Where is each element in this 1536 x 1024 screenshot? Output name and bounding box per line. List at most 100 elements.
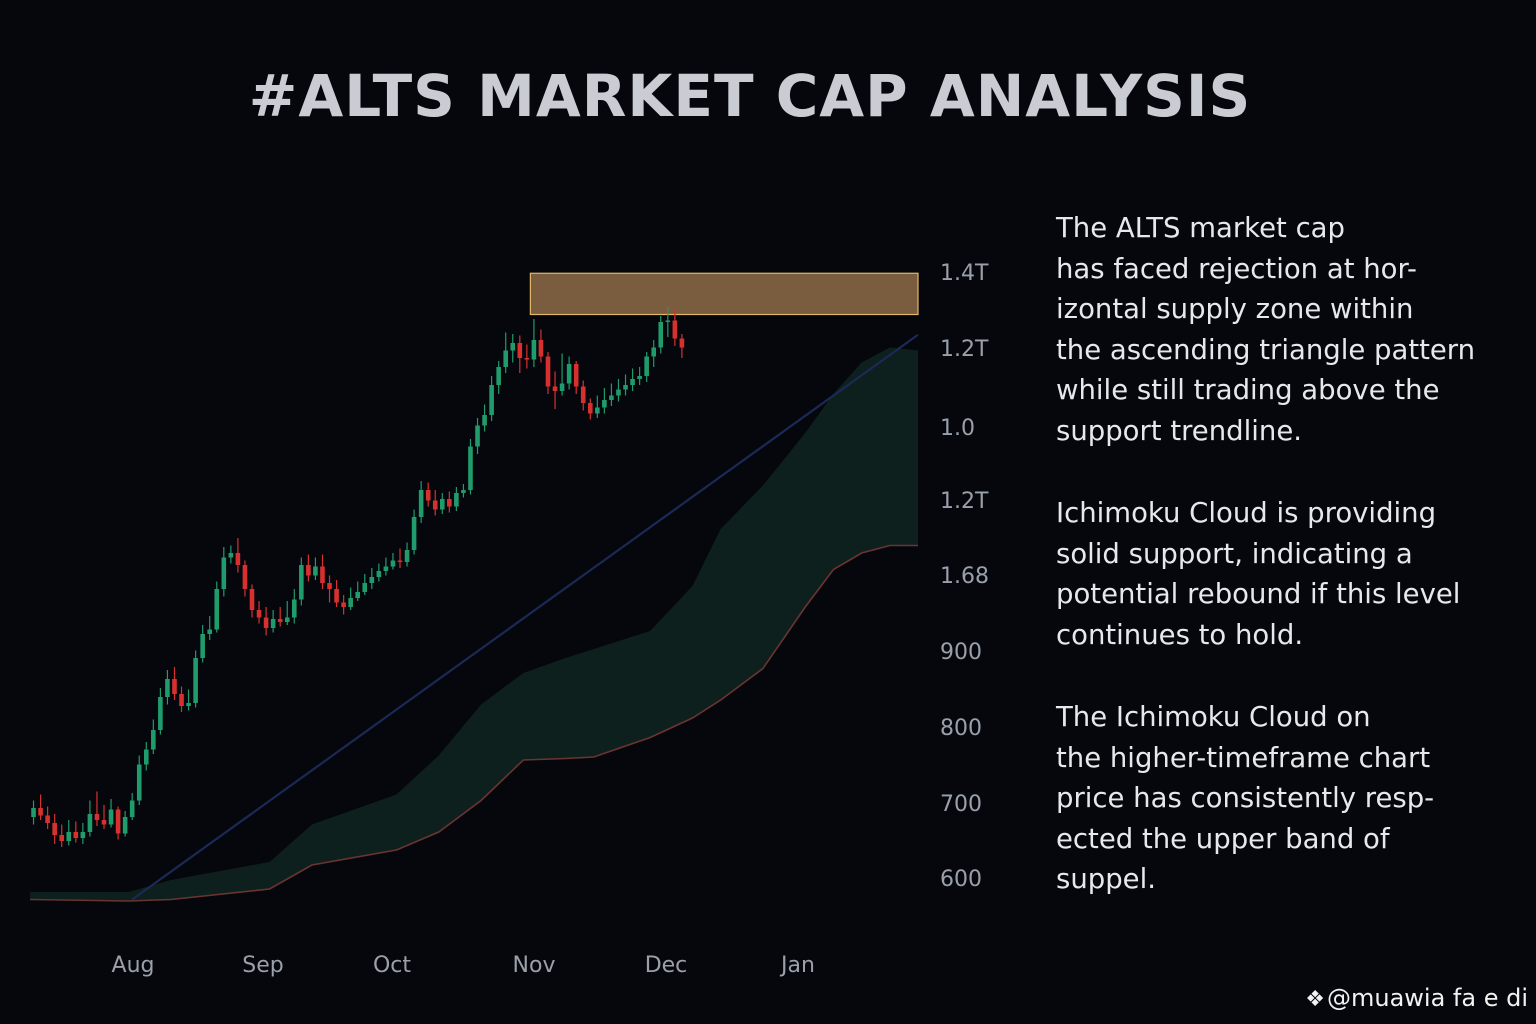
candle xyxy=(80,823,86,844)
candle xyxy=(341,595,346,615)
diamond-logo-icon: ❖ xyxy=(1305,987,1325,1012)
candle xyxy=(376,563,382,582)
candle-body xyxy=(186,703,191,706)
candle-body xyxy=(602,400,607,408)
candle-body xyxy=(355,592,361,598)
x-axis-labels: Aug Sep Oct Nov Dec Jan xyxy=(112,953,815,978)
candle-body xyxy=(172,679,177,694)
candle-body xyxy=(468,446,473,490)
candle xyxy=(291,589,297,624)
candle-body xyxy=(595,407,600,414)
candle-body xyxy=(327,583,332,589)
candle xyxy=(334,580,339,607)
candle-body xyxy=(45,815,50,823)
candle-body xyxy=(165,679,170,697)
candle xyxy=(221,547,227,597)
note-line: the ascending triangle pattern xyxy=(1056,333,1476,366)
candle-body xyxy=(334,589,339,603)
candle xyxy=(461,484,466,498)
candle-body xyxy=(376,571,382,577)
candle xyxy=(587,398,593,420)
candle-body xyxy=(672,320,678,339)
note-line: Ichimoku Cloud is providing xyxy=(1056,497,1437,529)
candle-body xyxy=(545,356,551,387)
candle xyxy=(616,379,621,402)
candle-body xyxy=(559,383,565,391)
note-paragraph-3: The Ichimoku Cloud on the higher-timefra… xyxy=(1056,697,1526,900)
candle-body xyxy=(200,634,205,658)
note-line: while still trading above the xyxy=(1056,374,1440,406)
candle xyxy=(277,607,283,627)
note-paragraph-2: Ichimoku Cloud is providing solid suppor… xyxy=(1056,493,1526,655)
y-axis-labels: 1.4T 1.2T 1.0 1.2T 1.68 900 800 700 600 xyxy=(940,261,989,892)
candle-body xyxy=(644,356,649,376)
note-line: continues to hold. xyxy=(1056,618,1304,651)
y-tick-label: 900 xyxy=(940,640,982,665)
candle-body xyxy=(447,499,452,507)
candle xyxy=(595,395,600,418)
note-line: izontal supply zone within xyxy=(1056,293,1414,325)
watermark-text: @muawia fa e di xyxy=(1326,984,1528,1012)
candle-body xyxy=(439,499,445,510)
candle-body xyxy=(263,617,269,628)
note-line: The ALTS market cap xyxy=(1056,212,1345,244)
candle xyxy=(468,439,473,495)
candle xyxy=(630,368,635,391)
candle xyxy=(87,800,93,837)
candle xyxy=(475,418,480,454)
candle xyxy=(447,491,452,513)
candle-body xyxy=(270,619,276,628)
candle-body xyxy=(101,820,107,825)
trendline-layer xyxy=(131,333,919,901)
candle-body xyxy=(397,560,403,562)
note-line: The Ichimoku Cloud on xyxy=(1056,701,1371,733)
x-tick-label: Oct xyxy=(373,953,411,978)
candle xyxy=(327,575,332,603)
candle xyxy=(228,545,234,564)
candle xyxy=(566,356,572,390)
candle-body xyxy=(475,425,480,447)
candle xyxy=(129,793,135,820)
candle xyxy=(179,686,184,712)
candle xyxy=(151,719,156,754)
x-tick-label: Aug xyxy=(112,953,155,978)
candle-body xyxy=(489,385,494,415)
candle xyxy=(45,806,50,829)
note-paragraph-1: The ALTS market cap has faced rejection … xyxy=(1056,208,1526,451)
candle xyxy=(284,601,290,625)
note-line: potential rebound if this level xyxy=(1056,578,1461,610)
candle xyxy=(545,352,551,394)
y-tick-label: 1.0 xyxy=(940,416,975,441)
candle-body xyxy=(158,697,163,730)
candle-body xyxy=(66,832,72,841)
candle-body xyxy=(73,832,79,838)
candle xyxy=(263,607,269,636)
candle-body xyxy=(306,565,311,576)
candle xyxy=(679,334,685,358)
candle xyxy=(418,481,424,523)
candle-body xyxy=(538,340,544,357)
candle xyxy=(249,584,255,618)
candle xyxy=(172,667,177,700)
candle xyxy=(73,821,79,843)
candle-body xyxy=(214,589,220,630)
candle-body xyxy=(461,490,466,493)
candle-body xyxy=(31,808,36,817)
candle-body xyxy=(122,817,128,834)
candle-body xyxy=(418,490,424,517)
candle xyxy=(482,404,487,432)
note-line: solid support, indicating a xyxy=(1056,537,1413,570)
candle xyxy=(672,308,678,346)
candle xyxy=(383,557,389,576)
candle xyxy=(404,542,410,567)
supply-zone xyxy=(529,272,919,316)
candle-body xyxy=(665,320,671,322)
candle-body xyxy=(369,577,375,583)
candle xyxy=(122,811,128,837)
candle xyxy=(658,316,664,354)
candle-body xyxy=(256,610,262,618)
candle xyxy=(158,688,163,735)
candle-body xyxy=(221,557,227,589)
y-tick-label: 1.68 xyxy=(940,564,989,589)
candle xyxy=(397,548,403,568)
